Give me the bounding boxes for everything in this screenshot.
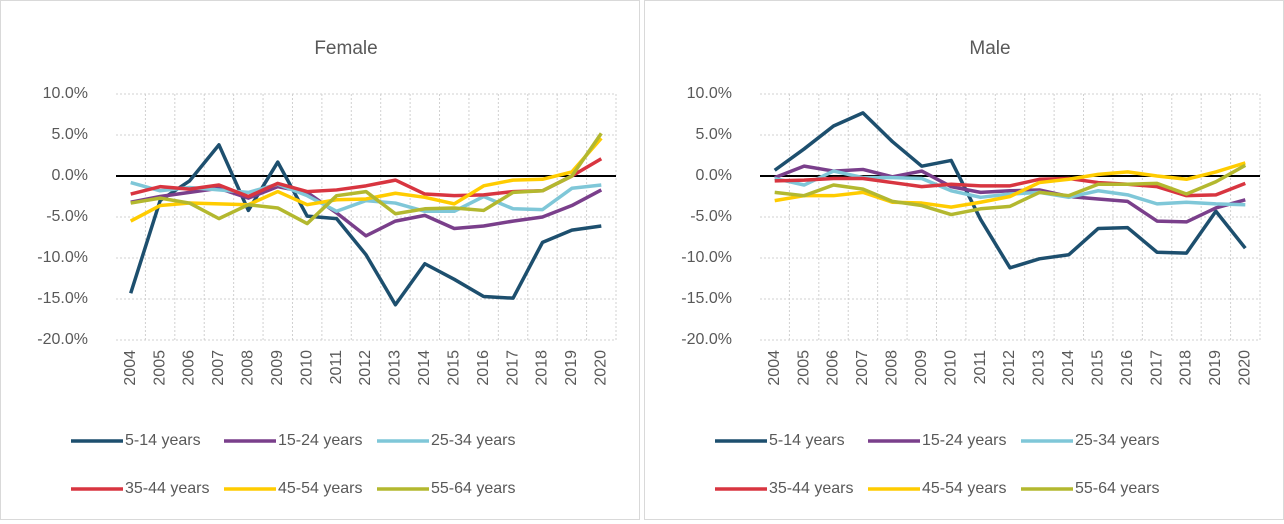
chart: Male -20.0% -15.0% -10.0% -5.0% 0.0% 5.0% 10.0%… <box>681 38 1261 497</box>
x-tick-label: 2015 <box>445 350 462 386</box>
y-tick-label: 10.0% <box>687 85 732 102</box>
x-tick-label: 2016 <box>1119 350 1136 386</box>
x-tick-label: 2005 <box>795 350 812 386</box>
legend-label: 35-44 years <box>125 480 210 497</box>
x-tick-label: 2009 <box>269 350 286 386</box>
series-line <box>129 143 602 307</box>
x-tick-label: 2011 <box>972 350 989 385</box>
x-tick-label: 2016 <box>475 350 492 386</box>
x-tick-label: 2006 <box>181 350 198 386</box>
x-tick-label: 2012 <box>357 350 374 386</box>
x-tick-label: 2008 <box>240 350 257 386</box>
legend-label: 5-14 years <box>125 432 201 449</box>
legend-label: 55-64 years <box>1075 480 1160 497</box>
x-tick-label: 2019 <box>1207 350 1224 386</box>
x-tick-label: 2006 <box>825 350 842 386</box>
chart-title: Male <box>969 38 1010 59</box>
legend-label: 15-24 years <box>922 432 1007 449</box>
series-line <box>129 137 603 223</box>
series-line <box>130 132 603 226</box>
y-tick-label: -20.0% <box>37 331 88 348</box>
y-tick-label: 5.0% <box>696 126 732 143</box>
y-tick-label: 10.0% <box>43 85 88 102</box>
x-tick-label: 2010 <box>298 350 315 386</box>
x-tick-label: 2019 <box>563 350 580 386</box>
legend-label: 25-34 years <box>1075 432 1160 449</box>
legend-label: 25-34 years <box>431 432 516 449</box>
series-line <box>774 164 1246 224</box>
y-tick-label: 0.0% <box>52 167 88 184</box>
legend-label: 5-14 years <box>769 432 845 449</box>
x-tick-label: 2020 <box>593 350 610 386</box>
x-tick-label: 2004 <box>122 350 139 386</box>
chart: Female -20.0% -15.0% -10.0% -5.0% 0.0% 5.0% 10.… <box>37 38 617 497</box>
chart-panel: Male -20.0% -15.0% -10.0% -5.0% 0.0% 5.0% 10.0%… <box>644 0 1284 520</box>
y-tick-label: -5.0% <box>690 208 732 225</box>
series-line <box>774 161 1246 209</box>
y-tick-label: -20.0% <box>681 331 732 348</box>
chart-title: Female <box>314 38 377 59</box>
x-tick-label: 2010 <box>942 350 959 386</box>
series-line <box>774 169 1246 207</box>
x-tick-label: 2011 <box>328 350 345 385</box>
x-tick-label: 2018 <box>534 350 551 386</box>
series-line <box>773 111 1247 270</box>
x-tick-label: 2014 <box>1060 350 1077 386</box>
series-line <box>774 163 1247 217</box>
y-tick-label: -15.0% <box>37 290 88 307</box>
legend-label: 35-44 years <box>769 480 854 497</box>
legend-label: 55-64 years <box>431 480 516 497</box>
y-tick-label: 0.0% <box>696 167 732 184</box>
legend-label: 15-24 years <box>278 432 363 449</box>
chart-panel: Female -20.0% -15.0% -10.0% -5.0% 0.0% 5.0% 10.… <box>0 0 640 520</box>
y-tick-label: -10.0% <box>37 249 88 266</box>
x-tick-label: 2017 <box>504 350 521 386</box>
x-tick-label: 2013 <box>1031 350 1048 386</box>
legend-label: 45-54 years <box>922 480 1007 497</box>
y-tick-label: -15.0% <box>681 290 732 307</box>
y-tick-label: 5.0% <box>52 126 88 143</box>
x-tick-label: 2013 <box>387 350 404 386</box>
y-tick-label: -5.0% <box>46 208 88 225</box>
x-tick-label: 2007 <box>854 350 871 386</box>
y-tick-label: -10.0% <box>681 249 732 266</box>
series-line <box>774 176 1246 198</box>
x-tick-label: 2007 <box>210 350 227 386</box>
x-tick-label: 2008 <box>884 350 901 386</box>
x-tick-label: 2018 <box>1178 350 1195 386</box>
x-tick-label: 2017 <box>1148 350 1165 386</box>
x-tick-label: 2020 <box>1237 350 1254 386</box>
x-tick-label: 2012 <box>1001 350 1018 386</box>
x-tick-label: 2015 <box>1089 350 1106 386</box>
x-tick-label: 2004 <box>766 350 783 386</box>
x-tick-label: 2009 <box>913 350 930 386</box>
x-tick-label: 2005 <box>151 350 168 386</box>
x-tick-label: 2014 <box>416 350 433 386</box>
legend-label: 45-54 years <box>278 480 363 497</box>
